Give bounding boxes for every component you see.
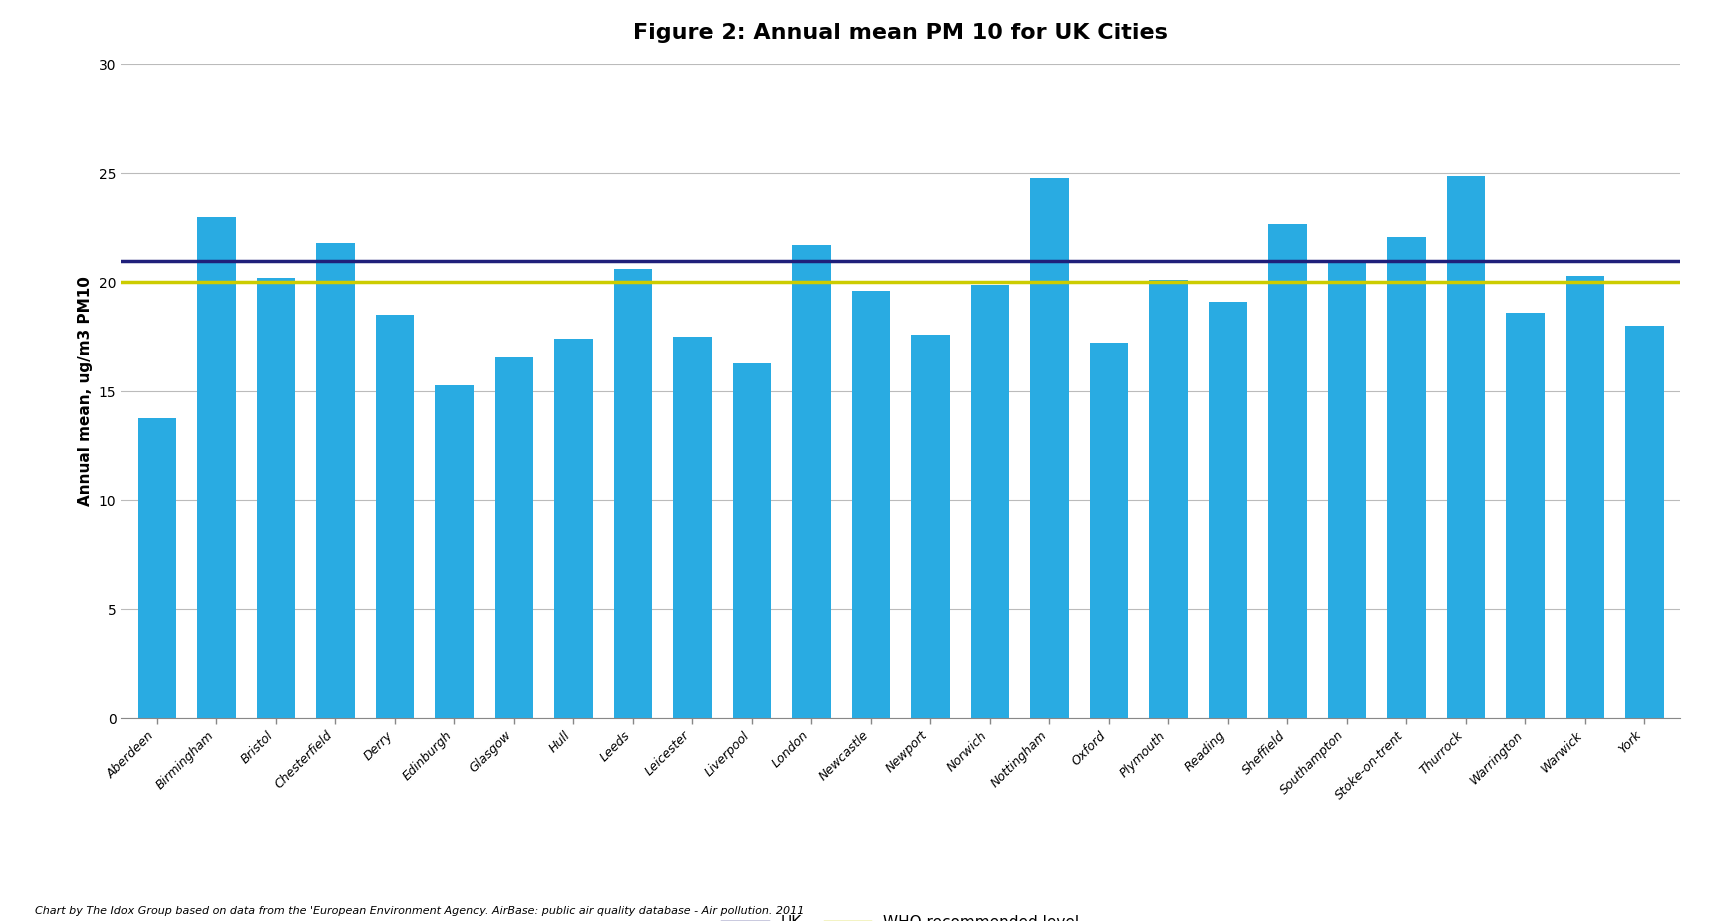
Bar <box>554 339 592 718</box>
Legend: UK, WHO recommended level: UK, WHO recommended level <box>717 909 1084 921</box>
Bar <box>1089 344 1128 718</box>
Bar <box>256 278 294 718</box>
Bar <box>495 356 533 718</box>
WHO recommended level <box>206 277 227 288</box>
Bar <box>197 217 236 718</box>
Text: Chart by The Idox Group based on data from the 'European Environment Agency. Air: Chart by The Idox Group based on data fr… <box>35 906 804 916</box>
Bar <box>613 269 653 718</box>
Bar <box>137 417 177 718</box>
Bar <box>1566 276 1604 718</box>
Bar <box>1507 313 1545 718</box>
Bar <box>1209 302 1247 718</box>
Bar <box>315 243 355 718</box>
Title: Figure 2: Annual mean PM 10 for UK Cities: Figure 2: Annual mean PM 10 for UK Citie… <box>634 23 1167 43</box>
Bar <box>1031 178 1069 718</box>
Bar <box>1446 176 1484 718</box>
Bar <box>1268 224 1306 718</box>
Bar <box>733 363 771 718</box>
UK <box>147 255 168 266</box>
Bar <box>1387 237 1425 718</box>
WHO recommended level <box>147 277 168 288</box>
Bar <box>792 245 831 718</box>
Bar <box>852 291 890 718</box>
Bar <box>435 385 475 718</box>
Bar <box>1625 326 1664 718</box>
Bar <box>1148 280 1188 718</box>
Bar <box>376 315 414 718</box>
Y-axis label: Annual mean, ug/m3 PM10: Annual mean, ug/m3 PM10 <box>78 276 94 507</box>
Bar <box>674 337 712 718</box>
Bar <box>970 285 1010 718</box>
Bar <box>911 334 949 718</box>
UK <box>206 255 227 266</box>
Bar <box>1327 262 1367 718</box>
